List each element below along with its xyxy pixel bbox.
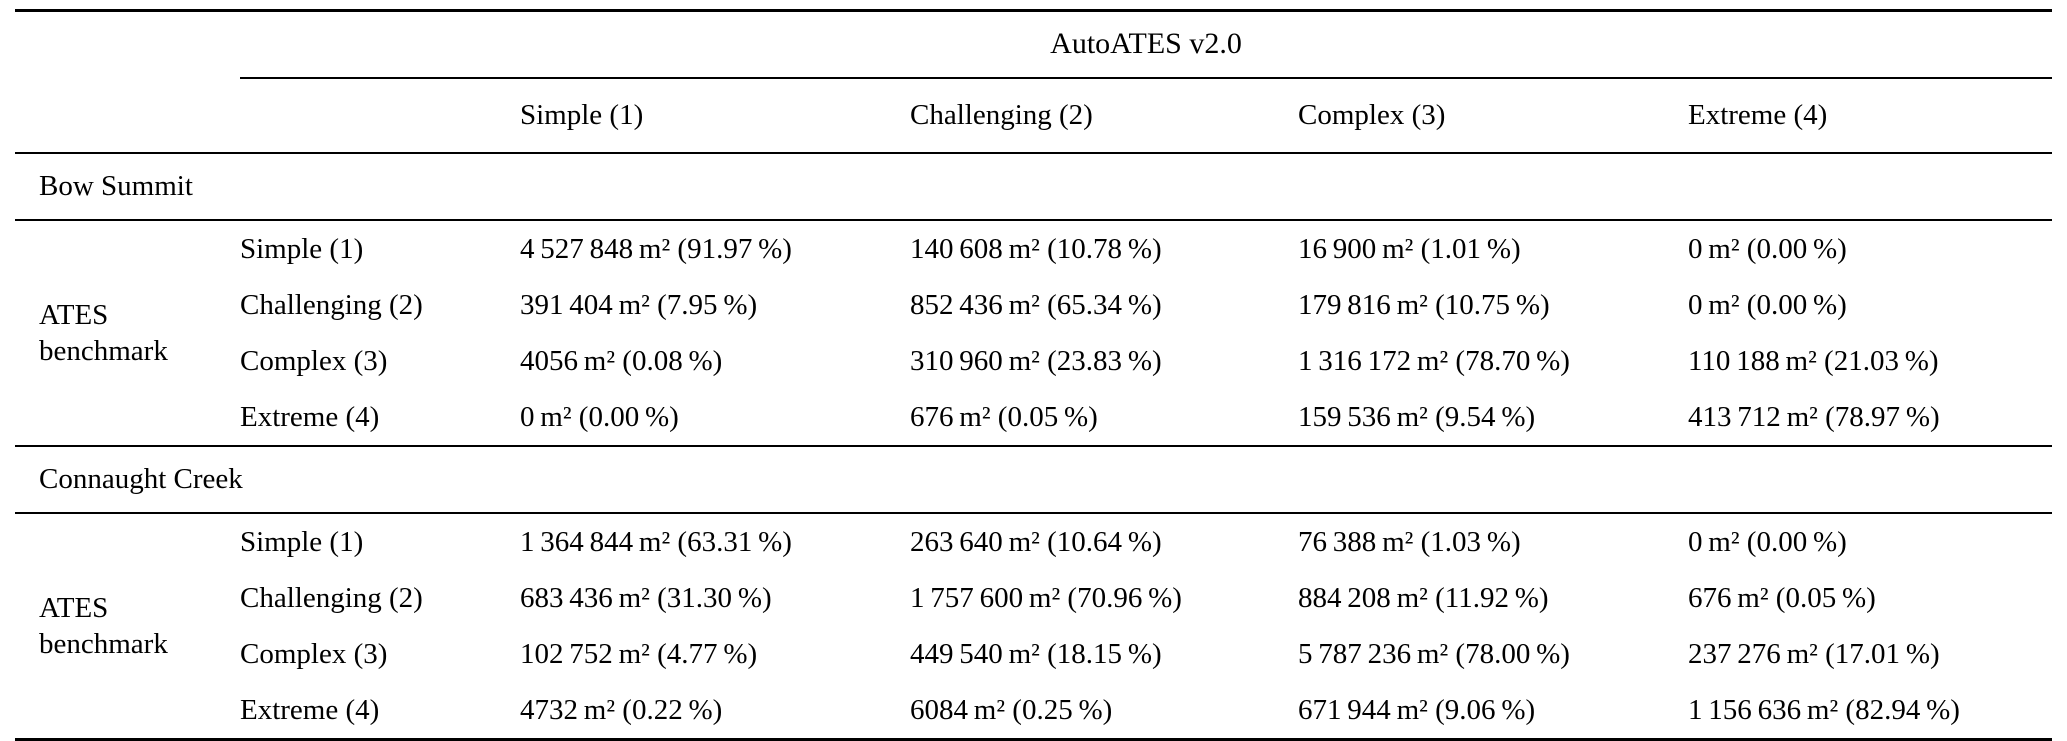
spacer-cell — [15, 11, 240, 79]
data-cell: 671 944 m² (9.06 %) — [1298, 694, 1536, 726]
spacer-cell — [240, 78, 520, 154]
row-group-label: ATES benchmark — [15, 513, 240, 741]
data-cell: 4732 m² (0.22 %) — [520, 694, 723, 726]
data-cell: 683 436 m² (31.30 %) — [520, 582, 772, 614]
data-cell: 676 m² (0.05 %) — [910, 389, 1298, 447]
row-label: Extreme (4) — [240, 389, 520, 447]
col-header-complex: Complex (3) — [1298, 78, 1688, 154]
data-cell: 413 712 m² (78.97 %) — [1688, 389, 2053, 447]
data-cell: 16 900 m² (1.01 %) — [1298, 233, 1521, 265]
row-label: Extreme (4) — [240, 694, 380, 726]
data-cell: 0 m² (0.00 %) — [1688, 526, 1847, 558]
data-cell: 5 787 236 m² (78.00 %) — [1298, 638, 1570, 670]
data-cell: 110 188 m² (21.03 %) — [1688, 345, 1939, 377]
spacer-cell — [15, 78, 240, 154]
row-label: Challenging (2) — [240, 289, 423, 321]
data-cell: 6084 m² (0.25 %) — [910, 694, 1113, 726]
row-label: Simple (1) — [240, 526, 364, 558]
ates-comparison-table: AutoATES v2.0 Simple (1) Challenging (2)… — [15, 9, 2053, 741]
row-group-label-line: ATES — [39, 299, 109, 331]
data-cell: 1 316 172 m² (78.70 %) — [1298, 345, 1570, 377]
row-group-label-line: benchmark — [39, 335, 168, 367]
data-cell: 263 640 m² (10.64 %) — [910, 526, 1162, 558]
data-cell: 676 m² (0.05 %) — [1688, 582, 1876, 614]
data-cell: 1 757 600 m² (70.96 %) — [910, 582, 1182, 614]
data-cell: 102 752 m² (4.77 %) — [520, 638, 758, 670]
data-cell: 4056 m² (0.08 %) — [520, 345, 723, 377]
data-cell: 179 816 m² (10.75 %) — [1298, 289, 1550, 321]
data-cell: 159 536 m² (9.54 %) — [1298, 389, 1688, 447]
col-header-extreme: Extreme (4) — [1688, 78, 2053, 154]
data-cell: 140 608 m² (10.78 %) — [910, 233, 1162, 265]
row-group-label-line: benchmark — [39, 628, 168, 660]
data-cell: 0 m² (0.00 %) — [1688, 289, 1847, 321]
group-header: AutoATES v2.0 — [240, 10, 2053, 79]
section-title: Connaught Creek — [15, 446, 2053, 514]
data-cell: 237 276 m² (17.01 %) — [1688, 638, 1940, 670]
col-header-challenging: Challenging (2) — [910, 78, 1298, 154]
data-cell: 884 208 m² (11.92 %) — [1298, 582, 1549, 614]
data-cell: 449 540 m² (18.15 %) — [910, 638, 1162, 670]
row-group-label-line: ATES — [39, 592, 109, 624]
data-cell: 0 m² (0.00 %) — [1688, 233, 1847, 265]
row-label: Complex (3) — [240, 638, 388, 670]
data-cell: 1 156 636 m² (82.94 %) — [1688, 694, 1960, 726]
row-label: Complex (3) — [240, 345, 388, 377]
data-cell: 1 364 844 m² (63.31 %) — [520, 526, 792, 558]
data-cell: 310 960 m² (23.83 %) — [910, 345, 1162, 377]
row-group-label: ATES benchmark — [15, 220, 240, 447]
data-cell: 76 388 m² (1.03 %) — [1298, 526, 1521, 558]
row-label: Challenging (2) — [240, 582, 423, 614]
section-title: Bow Summit — [15, 153, 2053, 221]
data-cell: 852 436 m² (65.34 %) — [910, 289, 1162, 321]
data-cell: 391 404 m² (7.95 %) — [520, 289, 758, 321]
col-header-simple: Simple (1) — [520, 78, 910, 154]
data-cell: 4 527 848 m² (91.97 %) — [520, 233, 792, 265]
data-cell: 0 m² (0.00 %) — [520, 389, 910, 447]
row-label: Simple (1) — [240, 233, 364, 265]
